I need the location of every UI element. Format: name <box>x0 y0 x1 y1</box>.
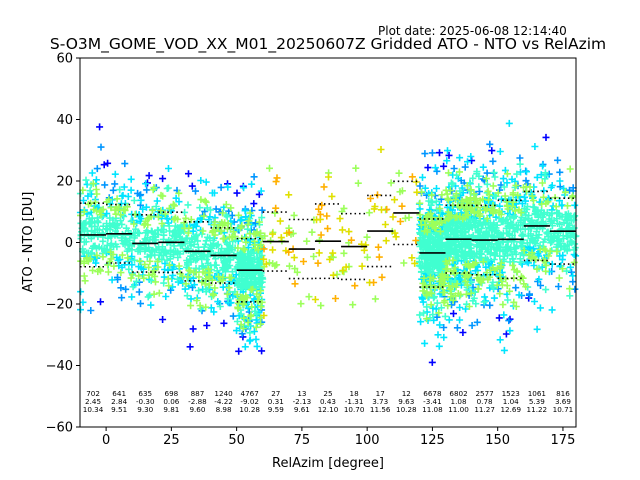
bin-std-label: 11.27 <box>474 405 495 414</box>
bin-mean-label: -3.41 <box>423 397 442 406</box>
bin-count-label: 18 <box>350 389 360 398</box>
bin-mean-label: 2.84 <box>111 397 127 406</box>
bin-std-label: 9.59 <box>268 405 284 414</box>
bin-count-label: 1523 <box>502 389 520 398</box>
y-tick-label: −20 <box>46 298 73 313</box>
bin-mean-label: 1.04 <box>503 397 519 406</box>
x-tick-label: 50 <box>228 433 245 448</box>
bin-std-label: 9.30 <box>137 405 153 414</box>
chart-title: S-O3M_GOME_VOD_XX_M01_20250607Z Gridded … <box>50 35 606 54</box>
bin-std-label: 9.60 <box>189 405 205 414</box>
bin-count-label: 17 <box>376 389 385 398</box>
y-tick-label: −40 <box>46 359 73 374</box>
bin-std-label: 11.22 <box>527 405 548 414</box>
y-axis-ticks: −60 −40 −20 0 20 40 60 <box>46 52 80 436</box>
bin-mean-label: -9.02 <box>240 397 259 406</box>
bin-count-label: 641 <box>112 389 126 398</box>
bin-std-label: 10.28 <box>239 405 260 414</box>
bin-std-label: 10.28 <box>396 405 417 414</box>
y-tick-label: 0 <box>65 236 73 251</box>
bin-count-label: 635 <box>138 389 152 398</box>
bin-std-label: 11.00 <box>448 405 469 414</box>
bin-std-label: 10.34 <box>83 405 104 414</box>
y-tick-label: 20 <box>56 175 73 190</box>
bin-std-label: 12.69 <box>500 405 521 414</box>
bin-mean-label: 0.06 <box>163 397 179 406</box>
bin-mean-label: 5.39 <box>529 397 545 406</box>
bin-std-label: 11.56 <box>370 405 391 414</box>
bin-mean-label: 9.63 <box>398 397 414 406</box>
x-axis-ticks: 0 25 50 75 100 125 150 175 <box>102 427 575 448</box>
bin-count-label: 6678 <box>423 389 442 398</box>
plot-date: Plot date: 2025-06-08 12:14:40 <box>378 24 567 38</box>
bin-count-label: 1061 <box>528 389 546 398</box>
bin-mean-label: 3.69 <box>555 397 571 406</box>
bin-count-label: 702 <box>86 389 100 398</box>
x-tick-label: 75 <box>294 433 311 448</box>
bin-count-label: 1240 <box>214 389 233 398</box>
bin-mean-label: -2.88 <box>188 397 207 406</box>
bin-count-label: 25 <box>323 389 332 398</box>
bin-mean-label: 0.43 <box>320 397 336 406</box>
bin-mean-label: 3.73 <box>372 397 388 406</box>
bin-mean-label: 2.45 <box>85 397 101 406</box>
y-axis-label: ATO - NTO [DU] <box>21 192 36 293</box>
x-tick-label: 175 <box>551 433 576 448</box>
bin-mean-label: -4.22 <box>214 397 233 406</box>
bin-count-label: 27 <box>271 389 280 398</box>
bin-mean-label: -2.13 <box>293 397 312 406</box>
y-tick-label: 60 <box>56 52 73 67</box>
bin-std-label: 8.98 <box>216 405 232 414</box>
bin-std-label: 9.81 <box>163 405 179 414</box>
bin-std-label: 9.61 <box>294 405 310 414</box>
x-tick-label: 0 <box>102 433 110 448</box>
bin-std-label: 12.10 <box>318 405 339 414</box>
bin-statistics: 7022.4510.346412.849.51635-0.309.306980.… <box>80 180 576 414</box>
bin-mean-label: -0.30 <box>136 397 155 406</box>
bin-std-label: 10.71 <box>553 405 574 414</box>
bin-count-label: 698 <box>165 389 179 398</box>
bin-count-label: 6802 <box>449 389 467 398</box>
bin-count-label: 13 <box>297 389 306 398</box>
bin-mean-label: 0.31 <box>268 397 284 406</box>
bin-mean-label: 1.08 <box>451 397 467 406</box>
bin-mean-label: -1.31 <box>345 397 364 406</box>
bin-std-label: 10.70 <box>344 405 365 414</box>
x-axis-label: RelAzim [degree] <box>272 456 384 471</box>
bin-std-label: 11.08 <box>422 405 443 414</box>
scatter-points-4 <box>77 164 578 332</box>
bin-count-label: 816 <box>556 389 570 398</box>
bin-count-label: 887 <box>191 389 205 398</box>
x-tick-label: 100 <box>355 433 380 448</box>
bin-count-label: 2577 <box>475 389 493 398</box>
scatter-points <box>76 119 580 366</box>
bin-count-label: 4767 <box>241 389 259 398</box>
x-tick-label: 150 <box>485 433 510 448</box>
x-tick-label: 125 <box>420 433 445 448</box>
bin-mean-label: 0.78 <box>477 397 493 406</box>
y-tick-label: 40 <box>56 113 73 128</box>
bin-std-label: 9.51 <box>111 405 127 414</box>
scatter-points-5 <box>260 146 421 319</box>
x-tick-label: 25 <box>163 433 180 448</box>
bin-count-label: 12 <box>402 389 411 398</box>
y-tick-label: −60 <box>46 421 73 436</box>
